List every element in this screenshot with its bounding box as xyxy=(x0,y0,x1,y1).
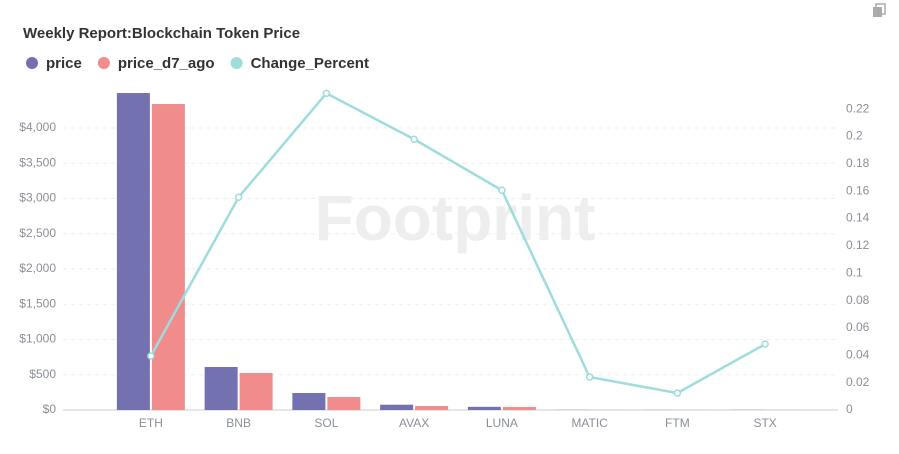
line-point xyxy=(499,187,505,193)
y2-tick-label: 0.18 xyxy=(846,156,870,170)
bar xyxy=(292,393,325,410)
line-point xyxy=(148,353,154,359)
y2-tick-label: 0.22 xyxy=(846,101,870,115)
bar xyxy=(240,373,273,410)
y-tick-label: $2,000 xyxy=(19,261,56,275)
y2-tick-label: 0.2 xyxy=(846,129,863,143)
chart-title: Weekly Report:Blockchain Token Price xyxy=(23,25,300,42)
bar xyxy=(205,367,238,410)
y2-tick-label: 0.04 xyxy=(846,347,870,361)
bar xyxy=(380,405,413,410)
x-tick-label: FTM xyxy=(665,416,690,430)
x-tick-label: MATIC xyxy=(571,416,608,430)
line-point xyxy=(323,90,329,96)
x-tick-label: AVAX xyxy=(399,416,429,430)
copy-icon-front xyxy=(873,7,882,17)
line-point xyxy=(587,374,593,380)
bar xyxy=(327,397,360,410)
y2-tick-label: 0.06 xyxy=(846,320,870,334)
y-tick-label: $3,500 xyxy=(19,155,56,169)
bar xyxy=(468,407,501,410)
x-tick-label: SOL xyxy=(314,416,338,430)
bar xyxy=(415,406,448,410)
legend-swatch xyxy=(98,57,110,69)
line-point xyxy=(236,194,242,200)
legend-label: price_d7_ago xyxy=(118,55,215,72)
line-point xyxy=(674,390,680,396)
x-tick-label: ETH xyxy=(139,416,163,430)
line-point xyxy=(762,341,768,347)
y-tick-label: $1,000 xyxy=(19,332,56,346)
y-tick-label: $500 xyxy=(29,367,56,381)
line-point xyxy=(411,136,417,142)
watermark: Footprint xyxy=(315,182,596,254)
y2-tick-label: 0.1 xyxy=(846,265,863,279)
copy-icon[interactable] xyxy=(873,4,885,17)
legend-swatch xyxy=(26,57,38,69)
x-tick-label: LUNA xyxy=(486,416,518,430)
bar xyxy=(503,407,536,410)
y-tick-label: $4,000 xyxy=(19,120,56,134)
y-tick-label: $0 xyxy=(43,402,57,416)
y2-tick-label: 0.02 xyxy=(846,375,870,389)
legend-label: price xyxy=(46,55,82,72)
y2-tick-label: 0.16 xyxy=(846,183,870,197)
y-tick-label: $2,500 xyxy=(19,226,56,240)
x-tick-label: STX xyxy=(753,416,776,430)
y-tick-label: $3,000 xyxy=(19,191,56,205)
y-tick-label: $1,500 xyxy=(19,296,56,310)
legend-swatch xyxy=(231,57,243,69)
bar xyxy=(152,104,185,410)
y2-tick-label: 0 xyxy=(846,402,853,416)
x-tick-label: BNB xyxy=(226,416,251,430)
y2-tick-label: 0.12 xyxy=(846,238,870,252)
y2-tick-label: 0.08 xyxy=(846,293,870,307)
legend-label: Change_Percent xyxy=(251,55,369,72)
bar xyxy=(117,93,150,410)
y2-tick-label: 0.14 xyxy=(846,211,870,225)
